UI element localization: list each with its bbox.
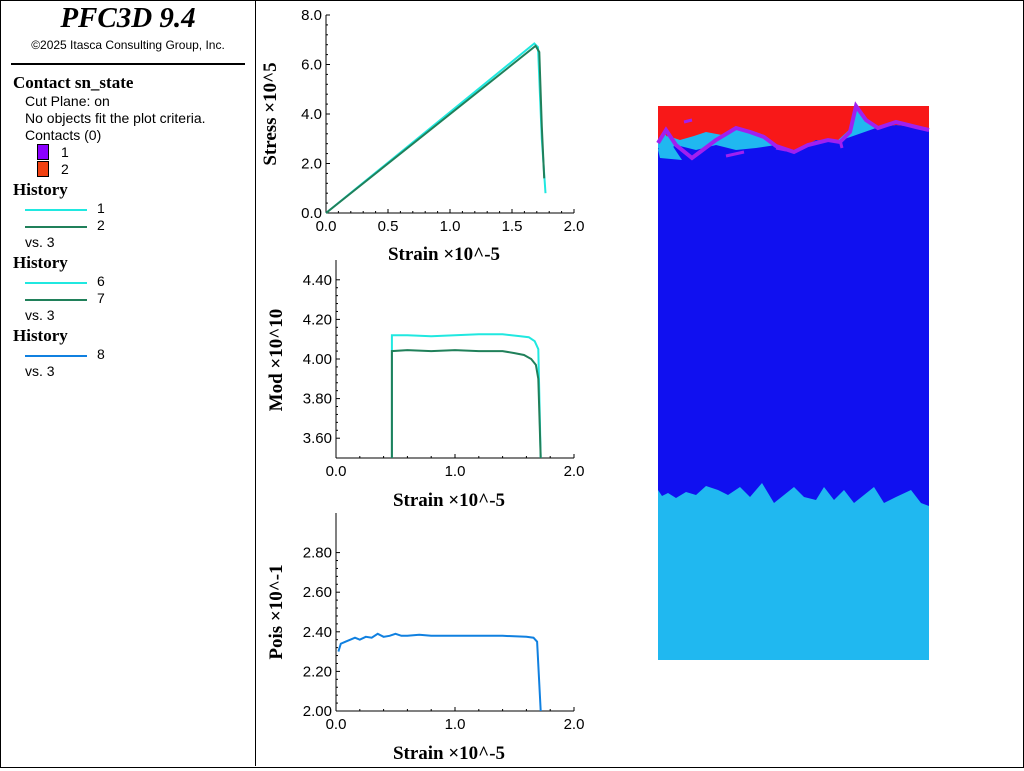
y-tick-label: 4.00 (303, 351, 332, 368)
crack-line (656, 101, 930, 161)
history-1-header: History (13, 180, 68, 199)
y-axis-title: Stress ×10^5 (260, 62, 281, 165)
specimen-middle-zone (658, 125, 929, 506)
history-1-label: 1 (97, 200, 105, 216)
x-tick-label: 0.0 (326, 716, 347, 733)
y-tick-label: 2.40 (303, 624, 332, 641)
x-tick-label: 1.0 (445, 716, 466, 733)
x-tick-label: 0.0 (316, 218, 337, 235)
y-axis-title: Pois ×10^-1 (266, 564, 287, 659)
plots-svg: 0.0 0.5 1.0 1.5 2.0 0.0 2.0 4.0 6.0 8.0 Strain ×10… (260, 7, 930, 764)
no-objects-label: No objects fit the plot criteria. (25, 110, 206, 126)
specimen-wedge (658, 132, 682, 160)
legend-panel: PFC3D 9.4 ©2025 Itasca Consulting Group,… (1, 1, 256, 766)
history-7-line (25, 299, 87, 301)
x-tick-label: 2.0 (564, 463, 585, 480)
history-2-header: History (13, 253, 68, 272)
y-tick-label: 2.0 (301, 156, 322, 173)
chart-1: 0.0 0.5 1.0 1.5 2.0 0.0 2.0 4.0 6.0 8.0 Strain ×10… (260, 7, 584, 265)
x-axis-title: Strain ×10^-5 (393, 743, 505, 764)
y-tick-label: 2.20 (303, 663, 332, 680)
chart-2: 0.0 1.0 2.0 3.60 3.80 4.00 4.20 4.40 Strain ×10^… (266, 260, 584, 511)
state-1-label: 1 (61, 144, 69, 160)
history-7-label: 7 (97, 290, 105, 306)
state-2-swatch (37, 161, 49, 177)
y-axis-title: Mod ×10^10 (266, 309, 287, 412)
y-tick-label: 4.40 (303, 272, 332, 289)
history-2-label: 2 (97, 217, 105, 233)
contacts-label: Contacts (0) (25, 127, 102, 143)
history-3-vs: vs. 3 (25, 363, 55, 379)
y-tick-label: 3.60 (303, 430, 332, 447)
history-8-line (25, 355, 87, 357)
x-tick-label: 1.0 (440, 218, 461, 235)
copyright-text: ©2025 Itasca Consulting Group, Inc. (31, 38, 225, 52)
series-7-line (390, 349, 542, 459)
y-tick-label: 8.0 (301, 7, 322, 24)
cut-plane-label: Cut Plane: on (25, 93, 110, 109)
history-2-vs: vs. 3 (25, 307, 55, 323)
chart-3: 0.0 1.0 2.0 2.00 2.20 2.40 2.60 2.80 Strain ×10^… (266, 513, 584, 764)
x-tick-label: 2.0 (564, 218, 585, 235)
series-2-line (325, 44, 546, 214)
y-tick-label: 2.00 (303, 703, 332, 720)
state-2-label: 2 (61, 161, 69, 177)
y-tick-label: 4.20 (303, 311, 332, 328)
crack-fragments (683, 118, 844, 158)
x-axis-title: Strain ×10^-5 (393, 490, 505, 511)
history-1-line (25, 209, 87, 211)
y-tick-label: 3.80 (303, 391, 332, 408)
specimen-view (656, 101, 930, 660)
specimen-top-zone (658, 106, 929, 150)
history-6-line (25, 282, 87, 284)
series-8-line (337, 632, 542, 712)
y-tick-label: 6.0 (301, 57, 322, 74)
x-tick-label: 1.0 (445, 463, 466, 480)
plot-area: 0.0 0.5 1.0 1.5 2.0 0.0 2.0 4.0 6.0 8.0 Strain ×10… (256, 0, 1022, 766)
series-6-line (390, 333, 542, 459)
contact-header: Contact sn_state (13, 73, 134, 92)
app-title: PFC3D 9.4 (60, 2, 196, 34)
y-tick-label: 2.80 (303, 545, 332, 562)
history-3-header: History (13, 326, 68, 345)
x-tick-label: 0.5 (378, 218, 399, 235)
legend-divider (11, 63, 245, 65)
x-tick-label: 1.5 (502, 218, 523, 235)
y-tick-label: 2.60 (303, 584, 332, 601)
history-1-vs: vs. 3 (25, 234, 55, 250)
state-1-swatch (37, 144, 49, 160)
history-8-label: 8 (97, 346, 105, 362)
y-tick-label: 4.0 (301, 106, 322, 123)
x-axis-title: Strain ×10^-5 (388, 244, 500, 265)
history-6-label: 6 (97, 273, 105, 289)
history-2-line (25, 226, 87, 228)
y-tick-label: 0.0 (301, 205, 322, 222)
x-tick-label: 2.0 (564, 716, 585, 733)
x-tick-label: 0.0 (326, 463, 347, 480)
